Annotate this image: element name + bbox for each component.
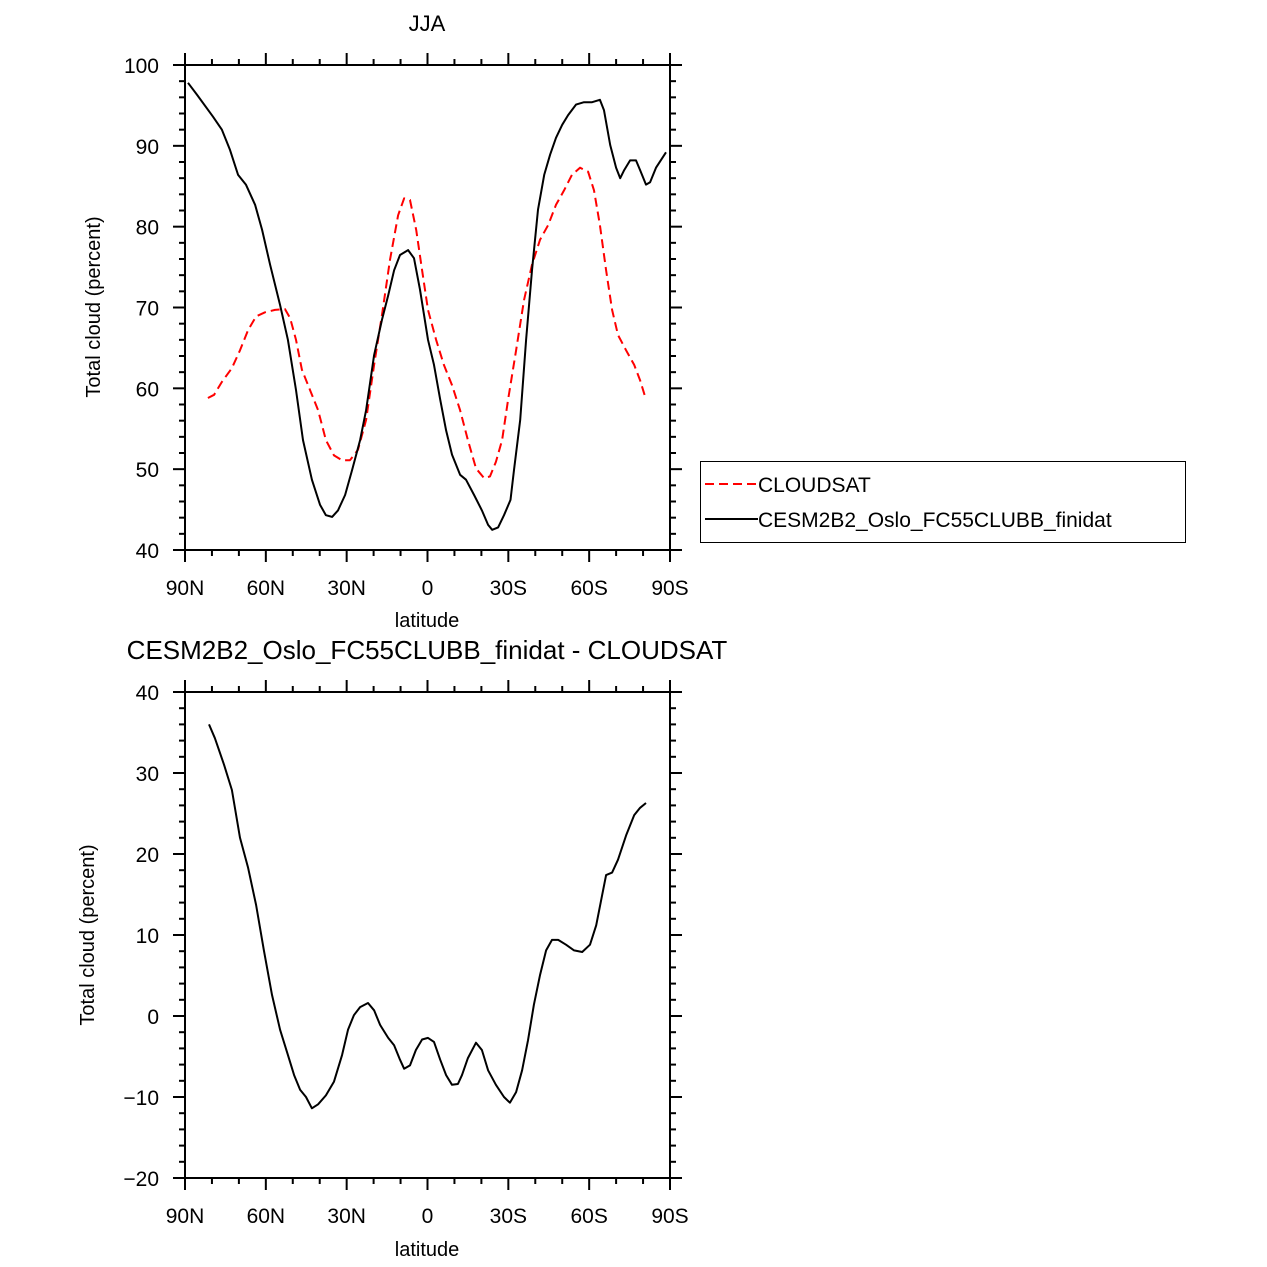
plot-frame <box>184 691 671 1179</box>
x-tick-label: 90S <box>651 1205 688 1228</box>
x-tick-label: 30N <box>327 577 366 600</box>
x-axis-label: latitude <box>395 610 460 632</box>
x-tick-label: 30N <box>327 1205 366 1228</box>
legend: CLOUDSAT CESM2B2_Oslo_FC55CLUBB_finidat <box>700 461 1186 543</box>
legend-label-cloudsat: CLOUDSAT <box>758 474 871 497</box>
bottom-panel-difference: CESM2B2_Oslo_FC55CLUBB_finidat - CLOUDSA… <box>77 635 727 1261</box>
x-tick-label: 60S <box>570 577 607 600</box>
x-tick-label: 60S <box>570 1205 607 1228</box>
x-tick-label: 30S <box>490 577 527 600</box>
x-tick-label: 90S <box>651 577 688 600</box>
chart-title: CESM2B2_Oslo_FC55CLUBB_finidat - CLOUDSA… <box>127 635 728 665</box>
y-tick-label: 40 <box>136 682 159 705</box>
x-tick-label: 0 <box>422 577 434 600</box>
y-tick-label: −10 <box>123 1087 159 1110</box>
y-tick-label: 0 <box>147 1006 159 1029</box>
plot-frame <box>184 64 671 551</box>
series-line-difference <box>208 724 647 1110</box>
x-tick-label: 90N <box>166 1205 205 1228</box>
y-tick-label: 60 <box>136 378 159 401</box>
y-axis-label: Total cloud (percent) <box>83 216 105 397</box>
y-tick-label: 50 <box>136 459 159 482</box>
y-tick-label: 10 <box>136 925 159 948</box>
x-axis-label: latitude <box>395 1239 460 1261</box>
legend-label-cesm: CESM2B2_Oslo_FC55CLUBB_finidat <box>758 509 1112 532</box>
chart-title: JJA <box>409 11 446 36</box>
y-tick-label: 20 <box>136 844 159 867</box>
y-tick-label: 90 <box>136 136 159 159</box>
y-tick-label: 70 <box>136 298 159 321</box>
top-panel-jja: JJA latitude Total cloud (percent) 40 50 6… <box>83 11 689 632</box>
series-line-cesm2b2-oslo-fc55clubb-finidat <box>187 82 667 531</box>
y-tick-label: 30 <box>136 763 159 786</box>
y-tick-label: −20 <box>123 1168 159 1191</box>
y-tick-label: 40 <box>136 540 159 563</box>
x-tick-label: 60N <box>247 1205 286 1228</box>
y-axis-label: Total cloud (percent) <box>77 844 99 1025</box>
x-tick-label: 60N <box>247 577 286 600</box>
legend-box <box>700 461 1186 543</box>
x-tick-label: 30S <box>490 1205 527 1228</box>
series-line-cloudsat <box>207 166 647 480</box>
y-tick-label: 100 <box>124 55 159 78</box>
x-tick-label: 0 <box>422 1205 434 1228</box>
y-tick-label: 80 <box>136 217 159 240</box>
x-tick-label: 90N <box>166 577 205 600</box>
